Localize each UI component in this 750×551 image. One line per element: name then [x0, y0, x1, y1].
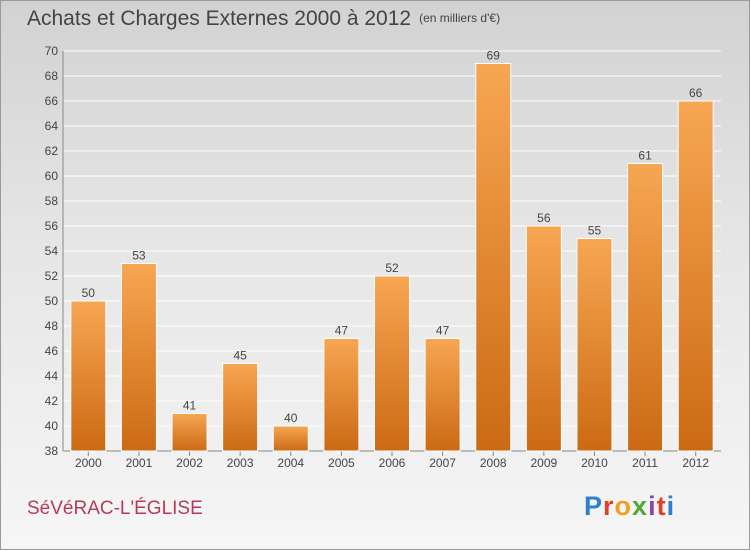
- y-tick-label: 70: [45, 44, 59, 58]
- x-tick-label: 2006: [379, 456, 406, 470]
- proxiti-logo: Proxiti: [584, 491, 675, 522]
- bar-2008: [475, 63, 512, 452]
- data-label: 56: [537, 211, 551, 225]
- x-tick-label: 2008: [480, 456, 507, 470]
- logo-letter: i: [666, 491, 676, 521]
- data-label: 55: [588, 224, 602, 238]
- y-tick-label: 40: [45, 419, 59, 433]
- y-tick-label: 54: [45, 244, 59, 258]
- commune-name: SéVéRAC-L'ÉGLISE: [27, 498, 203, 519]
- x-tick-label: 2011: [632, 456, 658, 470]
- data-label: 47: [436, 324, 450, 338]
- logo-letter: P: [584, 491, 604, 521]
- data-labels: 50 53 41 45 40 47 52 47 69 56 55 61 66: [82, 49, 703, 426]
- y-tick-label: 68: [45, 69, 59, 83]
- data-label: 61: [638, 149, 652, 163]
- x-tick-label: 2007: [429, 456, 456, 470]
- x-tick-label: 2009: [530, 456, 557, 470]
- x-tick-label: 2001: [126, 456, 153, 470]
- bars: [70, 63, 714, 452]
- y-tick-label: 58: [45, 194, 59, 208]
- bar-2004: [272, 425, 309, 452]
- x-tick-label: 2003: [227, 456, 254, 470]
- data-label: 69: [487, 49, 501, 63]
- data-label: 53: [132, 249, 146, 263]
- y-tick-label: 48: [45, 319, 59, 333]
- bar-2003: [222, 363, 259, 452]
- x-tick-label: 2012: [682, 456, 709, 470]
- chart-title-text: Achats et Charges Externes 2000 à 2012: [27, 7, 412, 30]
- x-tick-label: 2005: [328, 456, 355, 470]
- y-tick-label: 62: [45, 144, 59, 158]
- logo-letter: x: [632, 491, 649, 521]
- y-tick-label: 56: [45, 219, 59, 233]
- logo-letter: t: [656, 491, 667, 521]
- bar-2009: [525, 225, 562, 452]
- bar-2006: [374, 275, 410, 452]
- y-tick-label: 42: [45, 394, 59, 408]
- data-label: 50: [82, 286, 96, 300]
- logo-letter: r: [603, 491, 615, 521]
- chart-title: Achats et Charges Externes 2000 à 2012 (e…: [27, 7, 500, 31]
- data-label: 41: [183, 399, 197, 413]
- data-label: 52: [385, 261, 399, 275]
- bar-2011: [627, 163, 664, 452]
- x-tick-label: 2000: [75, 456, 102, 470]
- y-tick-label: 50: [45, 294, 59, 308]
- chart-unit-note: (en milliers d'€): [419, 11, 501, 25]
- bar-2000: [70, 300, 107, 452]
- y-tick-label: 46: [45, 344, 59, 358]
- bar-2012: [677, 100, 714, 452]
- bar-2005: [323, 338, 360, 452]
- y-tick-label: 66: [45, 94, 59, 108]
- logo-letter: i: [648, 491, 657, 521]
- y-tick-label: 60: [45, 169, 59, 183]
- logo-letter: o: [614, 491, 633, 521]
- bar-2010: [576, 238, 613, 452]
- y-tick-label: 52: [45, 269, 59, 283]
- data-label: 40: [284, 411, 298, 425]
- y-tick-label: 44: [45, 369, 59, 383]
- y-tick-label: 64: [45, 119, 59, 133]
- y-tick-label: 38: [45, 444, 59, 458]
- x-tick-label: 2002: [176, 456, 203, 470]
- bar-2002: [171, 413, 208, 452]
- data-label: 66: [689, 86, 703, 100]
- x-tick-label: 2010: [581, 456, 608, 470]
- bar-2001: [120, 263, 157, 452]
- x-tick-label: 2004: [277, 456, 304, 470]
- data-label: 45: [233, 349, 247, 363]
- data-label: 47: [335, 324, 349, 338]
- bar-2007: [424, 338, 461, 452]
